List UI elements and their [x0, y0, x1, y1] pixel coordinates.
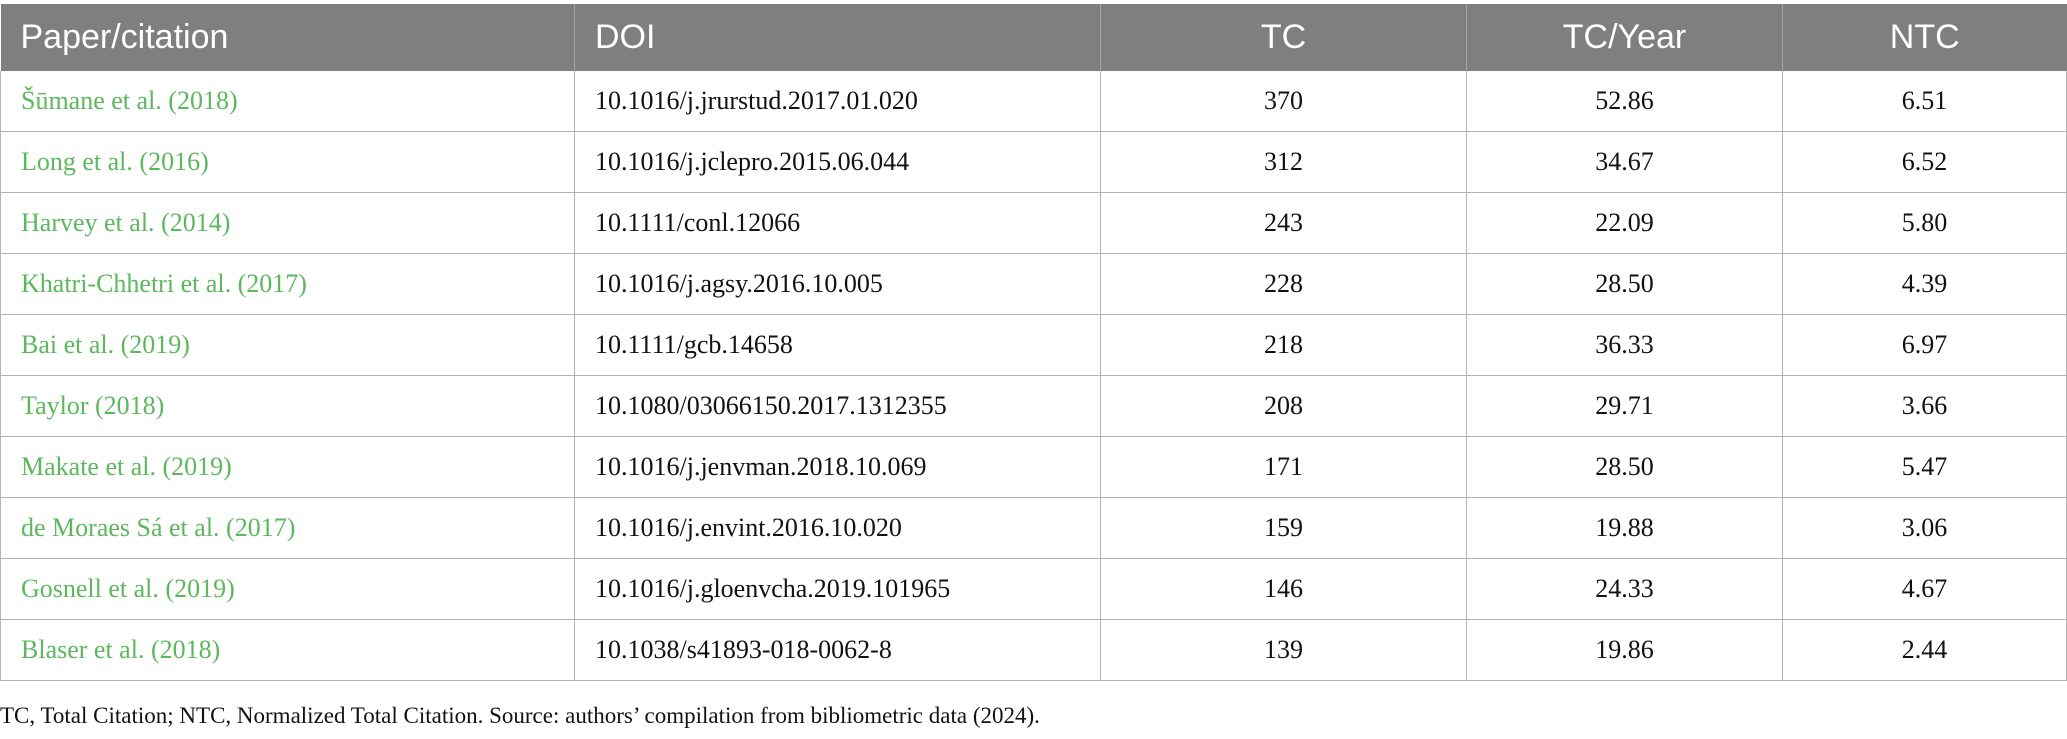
cell-paper: de Moraes Sá et al. (2017) [0, 497, 575, 559]
table-row: Makate et al. (2019) 10.1016/j.jenvman.20… [0, 436, 2067, 498]
paper-citation-link[interactable]: Khatri-Chhetri et al. (2017) [21, 269, 307, 298]
cell-tc-year: 19.86 [1466, 619, 1783, 681]
cell-paper: Bai et al. (2019) [0, 314, 575, 376]
paper-citation-link[interactable]: Harvey et al. (2014) [21, 208, 231, 237]
column-header-paper[interactable]: Paper/citation [0, 4, 575, 71]
table-row: de Moraes Sá et al. (2017) 10.1016/j.envi… [0, 497, 2067, 559]
column-header-tc-year[interactable]: TC/Year [1466, 4, 1783, 71]
paper-citation-link[interactable]: Long et al. (2016) [21, 147, 209, 176]
cell-doi: 10.1016/j.jenvman.2018.10.069 [574, 436, 1101, 498]
paper-citation-link[interactable]: de Moraes Sá et al. (2017) [21, 513, 296, 542]
cell-ntc: 6.52 [1782, 131, 2067, 193]
cell-doi: 10.1016/j.jclepro.2015.06.044 [574, 131, 1101, 193]
table-row: Bai et al. (2019) 10.1111/gcb.14658 218 36.… [0, 314, 2067, 376]
table-row: Blaser et al. (2018) 10.1038/s41893-018-0… [0, 619, 2067, 681]
table-header: Paper/citation DOI TC TC/Year NTC [0, 4, 2067, 71]
cell-paper: Long et al. (2016) [0, 131, 575, 193]
cell-ntc: 5.47 [1782, 436, 2067, 498]
table-body: Šūmane et al. (2018) 10.1016/j.jrurstud.2… [0, 71, 2067, 681]
citation-table-container: Paper/citation DOI TC TC/Year NTC Šūmane… [0, 4, 2067, 681]
cell-doi: 10.1080/03066150.2017.1312355 [574, 375, 1101, 437]
cell-paper: Gosnell et al. (2019) [0, 558, 575, 620]
cell-tc: 218 [1100, 314, 1467, 376]
cell-tc: 146 [1100, 558, 1467, 620]
cell-paper: Makate et al. (2019) [0, 436, 575, 498]
table-row: Khatri-Chhetri et al. (2017) 10.1016/j.ag… [0, 253, 2067, 315]
cell-tc: 243 [1100, 192, 1467, 254]
column-header-tc[interactable]: TC [1100, 4, 1467, 71]
cell-doi: 10.1111/conl.12066 [574, 192, 1101, 254]
table-row: Šūmane et al. (2018) 10.1016/j.jrurstud.2… [0, 71, 2067, 132]
cell-tc-year: 29.71 [1466, 375, 1783, 437]
cell-tc-year: 36.33 [1466, 314, 1783, 376]
cell-ntc: 3.06 [1782, 497, 2067, 559]
table-row: Harvey et al. (2014) 10.1111/conl.12066 24… [0, 192, 2067, 254]
cell-tc-year: 34.67 [1466, 131, 1783, 193]
cell-paper: Khatri-Chhetri et al. (2017) [0, 253, 575, 315]
cell-tc: 208 [1100, 375, 1467, 437]
cell-paper: Šūmane et al. (2018) [0, 71, 575, 132]
cell-paper: Taylor (2018) [0, 375, 575, 437]
cell-doi: 10.1111/gcb.14658 [574, 314, 1101, 376]
cell-tc: 370 [1100, 71, 1467, 132]
table-footnote: TC, Total Citation; NTC, Normalized Tota… [0, 703, 1040, 728]
cell-doi: 10.1016/j.agsy.2016.10.005 [574, 253, 1101, 315]
header-row: Paper/citation DOI TC TC/Year NTC [0, 4, 2067, 71]
cell-ntc: 2.44 [1782, 619, 2067, 681]
cell-paper: Harvey et al. (2014) [0, 192, 575, 254]
cell-tc-year: 28.50 [1466, 253, 1783, 315]
table-row: Long et al. (2016) 10.1016/j.jclepro.2015… [0, 131, 2067, 193]
paper-citation-link[interactable]: Blaser et al. (2018) [21, 635, 221, 664]
cell-tc: 159 [1100, 497, 1467, 559]
column-header-doi[interactable]: DOI [574, 4, 1101, 71]
paper-citation-link[interactable]: Šūmane et al. (2018) [21, 86, 238, 115]
cell-paper: Blaser et al. (2018) [0, 619, 575, 681]
cell-tc-year: 52.86 [1466, 71, 1783, 132]
cell-ntc: 5.80 [1782, 192, 2067, 254]
cell-tc: 228 [1100, 253, 1467, 315]
cell-ntc: 6.97 [1782, 314, 2067, 376]
table-row: Gosnell et al. (2019) 10.1016/j.gloenvcha… [0, 558, 2067, 620]
cell-tc: 312 [1100, 131, 1467, 193]
paper-citation-link[interactable]: Bai et al. (2019) [21, 330, 190, 359]
paper-citation-link[interactable]: Makate et al. (2019) [21, 452, 232, 481]
column-header-ntc[interactable]: NTC [1782, 4, 2067, 71]
cell-ntc: 4.39 [1782, 253, 2067, 315]
citation-table: Paper/citation DOI TC TC/Year NTC Šūmane… [0, 4, 2067, 681]
paper-citation-link[interactable]: Taylor (2018) [21, 391, 165, 420]
cell-ntc: 3.66 [1782, 375, 2067, 437]
cell-doi: 10.1016/j.jrurstud.2017.01.020 [574, 71, 1101, 132]
cell-doi: 10.1038/s41893-018-0062-8 [574, 619, 1101, 681]
cell-ntc: 6.51 [1782, 71, 2067, 132]
cell-ntc: 4.67 [1782, 558, 2067, 620]
cell-tc-year: 28.50 [1466, 436, 1783, 498]
cell-tc: 139 [1100, 619, 1467, 681]
cell-doi: 10.1016/j.envint.2016.10.020 [574, 497, 1101, 559]
table-row: Taylor (2018) 10.1080/03066150.2017.13123… [0, 375, 2067, 437]
cell-tc-year: 24.33 [1466, 558, 1783, 620]
cell-doi: 10.1016/j.gloenvcha.2019.101965 [574, 558, 1101, 620]
paper-citation-link[interactable]: Gosnell et al. (2019) [21, 574, 235, 603]
cell-tc-year: 22.09 [1466, 192, 1783, 254]
cell-tc: 171 [1100, 436, 1467, 498]
cell-tc-year: 19.88 [1466, 497, 1783, 559]
